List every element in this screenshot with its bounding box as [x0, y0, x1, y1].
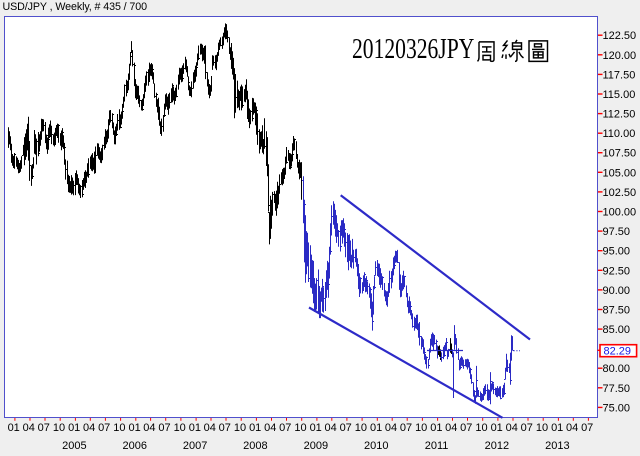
- svg-text:95.00: 95.00: [603, 246, 631, 258]
- svg-text:01: 01: [249, 422, 261, 434]
- svg-text:07: 07: [38, 422, 50, 434]
- svg-text:115.00: 115.00: [603, 89, 636, 101]
- svg-text:07: 07: [219, 422, 231, 434]
- svg-text:110.00: 110.00: [603, 128, 636, 140]
- svg-text:2005: 2005: [62, 440, 86, 452]
- svg-text:90.00: 90.00: [603, 285, 631, 297]
- svg-text:10: 10: [415, 422, 427, 434]
- svg-text:80.00: 80.00: [603, 363, 631, 375]
- svg-text:01: 01: [551, 422, 563, 434]
- svg-text:10: 10: [355, 422, 367, 434]
- svg-text:87.50: 87.50: [603, 305, 631, 317]
- svg-text:07: 07: [521, 422, 533, 434]
- svg-text:120.00: 120.00: [603, 50, 637, 62]
- svg-text:01: 01: [310, 422, 322, 434]
- svg-text:04: 04: [324, 422, 336, 434]
- svg-text:122.50: 122.50: [603, 30, 637, 42]
- svg-text:117.50: 117.50: [603, 69, 636, 81]
- svg-text:112.50: 112.50: [603, 109, 636, 121]
- svg-text:01: 01: [430, 422, 442, 434]
- svg-text:2013: 2013: [545, 440, 569, 452]
- svg-text:77.50: 77.50: [603, 383, 631, 395]
- svg-text:07: 07: [98, 422, 110, 434]
- svg-text:07: 07: [279, 422, 291, 434]
- svg-text:2007: 2007: [183, 440, 207, 452]
- svg-text:04: 04: [204, 422, 216, 434]
- svg-text:10: 10: [475, 422, 487, 434]
- svg-text:2008: 2008: [243, 440, 267, 452]
- svg-text:75.00: 75.00: [603, 402, 631, 414]
- svg-text:07: 07: [460, 422, 472, 434]
- svg-text:97.50: 97.50: [603, 226, 631, 238]
- svg-text:07: 07: [581, 422, 593, 434]
- svg-text:2006: 2006: [123, 440, 147, 452]
- svg-text:01: 01: [370, 422, 382, 434]
- svg-text:2009: 2009: [304, 440, 328, 452]
- svg-text:07: 07: [158, 422, 170, 434]
- svg-text:105.00: 105.00: [603, 167, 637, 179]
- svg-text:04: 04: [506, 422, 518, 434]
- svg-text:01: 01: [189, 422, 201, 434]
- svg-text:04: 04: [23, 422, 35, 434]
- svg-text:92.50: 92.50: [603, 265, 631, 277]
- svg-text:04: 04: [445, 422, 457, 434]
- svg-text:100.00: 100.00: [603, 207, 637, 219]
- svg-text:04: 04: [83, 422, 95, 434]
- svg-text:2012: 2012: [485, 440, 509, 452]
- svg-text:10: 10: [234, 422, 246, 434]
- svg-text:85.00: 85.00: [603, 324, 631, 336]
- svg-text:10: 10: [294, 422, 306, 434]
- svg-text:04: 04: [264, 422, 276, 434]
- svg-text:01: 01: [491, 422, 503, 434]
- svg-text:107.50: 107.50: [603, 148, 637, 160]
- svg-text:10: 10: [53, 422, 65, 434]
- svg-text:10: 10: [536, 422, 548, 434]
- svg-text:2010: 2010: [364, 440, 388, 452]
- svg-text:04: 04: [143, 422, 155, 434]
- svg-text:01: 01: [68, 422, 80, 434]
- svg-text:04: 04: [385, 422, 397, 434]
- svg-text:102.50: 102.50: [603, 187, 637, 199]
- svg-text:07: 07: [400, 422, 412, 434]
- svg-text:04: 04: [566, 422, 578, 434]
- svg-text:2011: 2011: [425, 440, 449, 452]
- svg-text:07: 07: [340, 422, 352, 434]
- svg-text:82.29: 82.29: [604, 346, 632, 358]
- svg-text:01: 01: [128, 422, 140, 434]
- svg-text:10: 10: [174, 422, 186, 434]
- svg-text:10: 10: [113, 422, 125, 434]
- svg-text:01: 01: [8, 422, 20, 434]
